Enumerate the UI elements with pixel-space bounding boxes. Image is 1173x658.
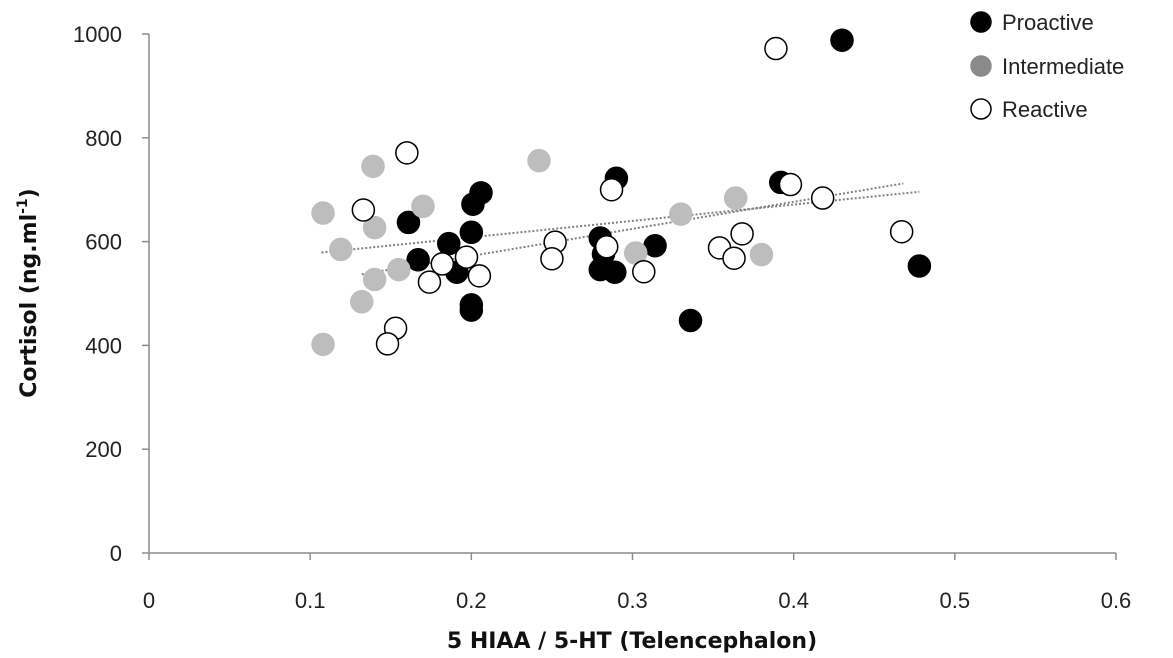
- data-point-intermediate: [669, 202, 693, 226]
- legend-label-intermediate: Intermediate: [1002, 54, 1124, 79]
- data-point-proactive: [459, 298, 484, 322]
- legend-label-proactive: Proactive: [1002, 10, 1094, 35]
- y-axis-ticks: 0 200 400 600 800 1000: [73, 22, 149, 566]
- data-point-proactive: [603, 260, 627, 284]
- legend-label-reactive: Reactive: [1002, 97, 1088, 122]
- data-point-intermediate: [329, 237, 353, 262]
- x-axis-ticks: 0 0.1 0.2 0.3 0.4 0.5 0.6: [143, 553, 1131, 613]
- data-point-reactive: [395, 141, 419, 165]
- data-point-reactive: [889, 219, 914, 244]
- data-point-reactive: [632, 259, 656, 284]
- data-point-reactive: [417, 270, 442, 294]
- y-tick-label: 400: [85, 333, 122, 358]
- data-point-reactive: [467, 264, 492, 288]
- x-tick-label: 0.2: [456, 588, 487, 613]
- legend-marker-reactive: [970, 98, 992, 120]
- data-point-reactive: [375, 332, 400, 356]
- y-tick-label: 800: [85, 126, 122, 151]
- data-points: [311, 28, 932, 357]
- data-point-proactive: [830, 28, 854, 52]
- data-point-reactive: [730, 222, 754, 246]
- y-tick-label: 600: [85, 230, 122, 255]
- data-point-reactive: [778, 172, 803, 197]
- data-point-intermediate: [527, 148, 551, 173]
- data-point-intermediate: [349, 290, 374, 314]
- series-intermediate: [311, 148, 774, 357]
- x-tick-label: 0.5: [940, 588, 971, 613]
- data-point-intermediate: [311, 201, 335, 225]
- data-point-reactive: [764, 36, 788, 61]
- data-point-proactive: [461, 192, 485, 216]
- legend-marker-intermediate: [970, 55, 992, 77]
- data-point-reactive: [722, 246, 746, 270]
- y-tick-label: 200: [85, 437, 122, 462]
- data-point-intermediate: [311, 332, 335, 357]
- series-reactive: [351, 36, 914, 356]
- data-point-reactive: [594, 235, 619, 259]
- y-axis-title: Cortisol (ng.ml-1): [15, 188, 42, 398]
- data-point-reactive: [430, 252, 455, 276]
- y-axis-title-close: ): [17, 188, 42, 198]
- x-tick-label: 0.4: [778, 588, 809, 613]
- legend: Proactive Intermediate Reactive: [970, 10, 1124, 122]
- x-axis-title: 5 HIAA / 5-HT (Telencephalon): [447, 629, 817, 654]
- data-point-reactive: [454, 245, 479, 269]
- x-tick-label: 0.6: [1101, 588, 1132, 613]
- legend-marker-proactive: [970, 11, 992, 33]
- series-proactive: [396, 28, 932, 333]
- data-point-intermediate: [362, 267, 387, 292]
- data-point-reactive: [810, 186, 835, 210]
- y-tick-label: 0: [110, 541, 122, 566]
- x-tick-label: 0.1: [295, 588, 326, 613]
- data-point-intermediate: [387, 257, 411, 282]
- y-axis-title-superscript: -1: [15, 198, 31, 214]
- data-point-intermediate: [362, 215, 387, 240]
- data-point-reactive: [540, 246, 564, 271]
- data-point-reactive: [351, 198, 376, 222]
- data-point-intermediate: [723, 186, 748, 210]
- data-point-intermediate: [361, 154, 385, 179]
- x-tick-label: 0: [143, 588, 155, 613]
- data-point-intermediate: [411, 194, 435, 219]
- data-point-proactive: [459, 220, 484, 245]
- data-point-proactive: [406, 248, 430, 272]
- data-point-proactive: [678, 308, 703, 333]
- y-axis-title-main: Cortisol (ng.ml: [17, 214, 42, 398]
- data-point-proactive: [907, 254, 932, 278]
- data-point-proactive: [396, 210, 421, 235]
- data-point-reactive: [599, 177, 624, 202]
- data-point-intermediate: [749, 242, 774, 267]
- x-tick-label: 0.3: [617, 588, 648, 613]
- y-tick-label: 1000: [73, 22, 122, 47]
